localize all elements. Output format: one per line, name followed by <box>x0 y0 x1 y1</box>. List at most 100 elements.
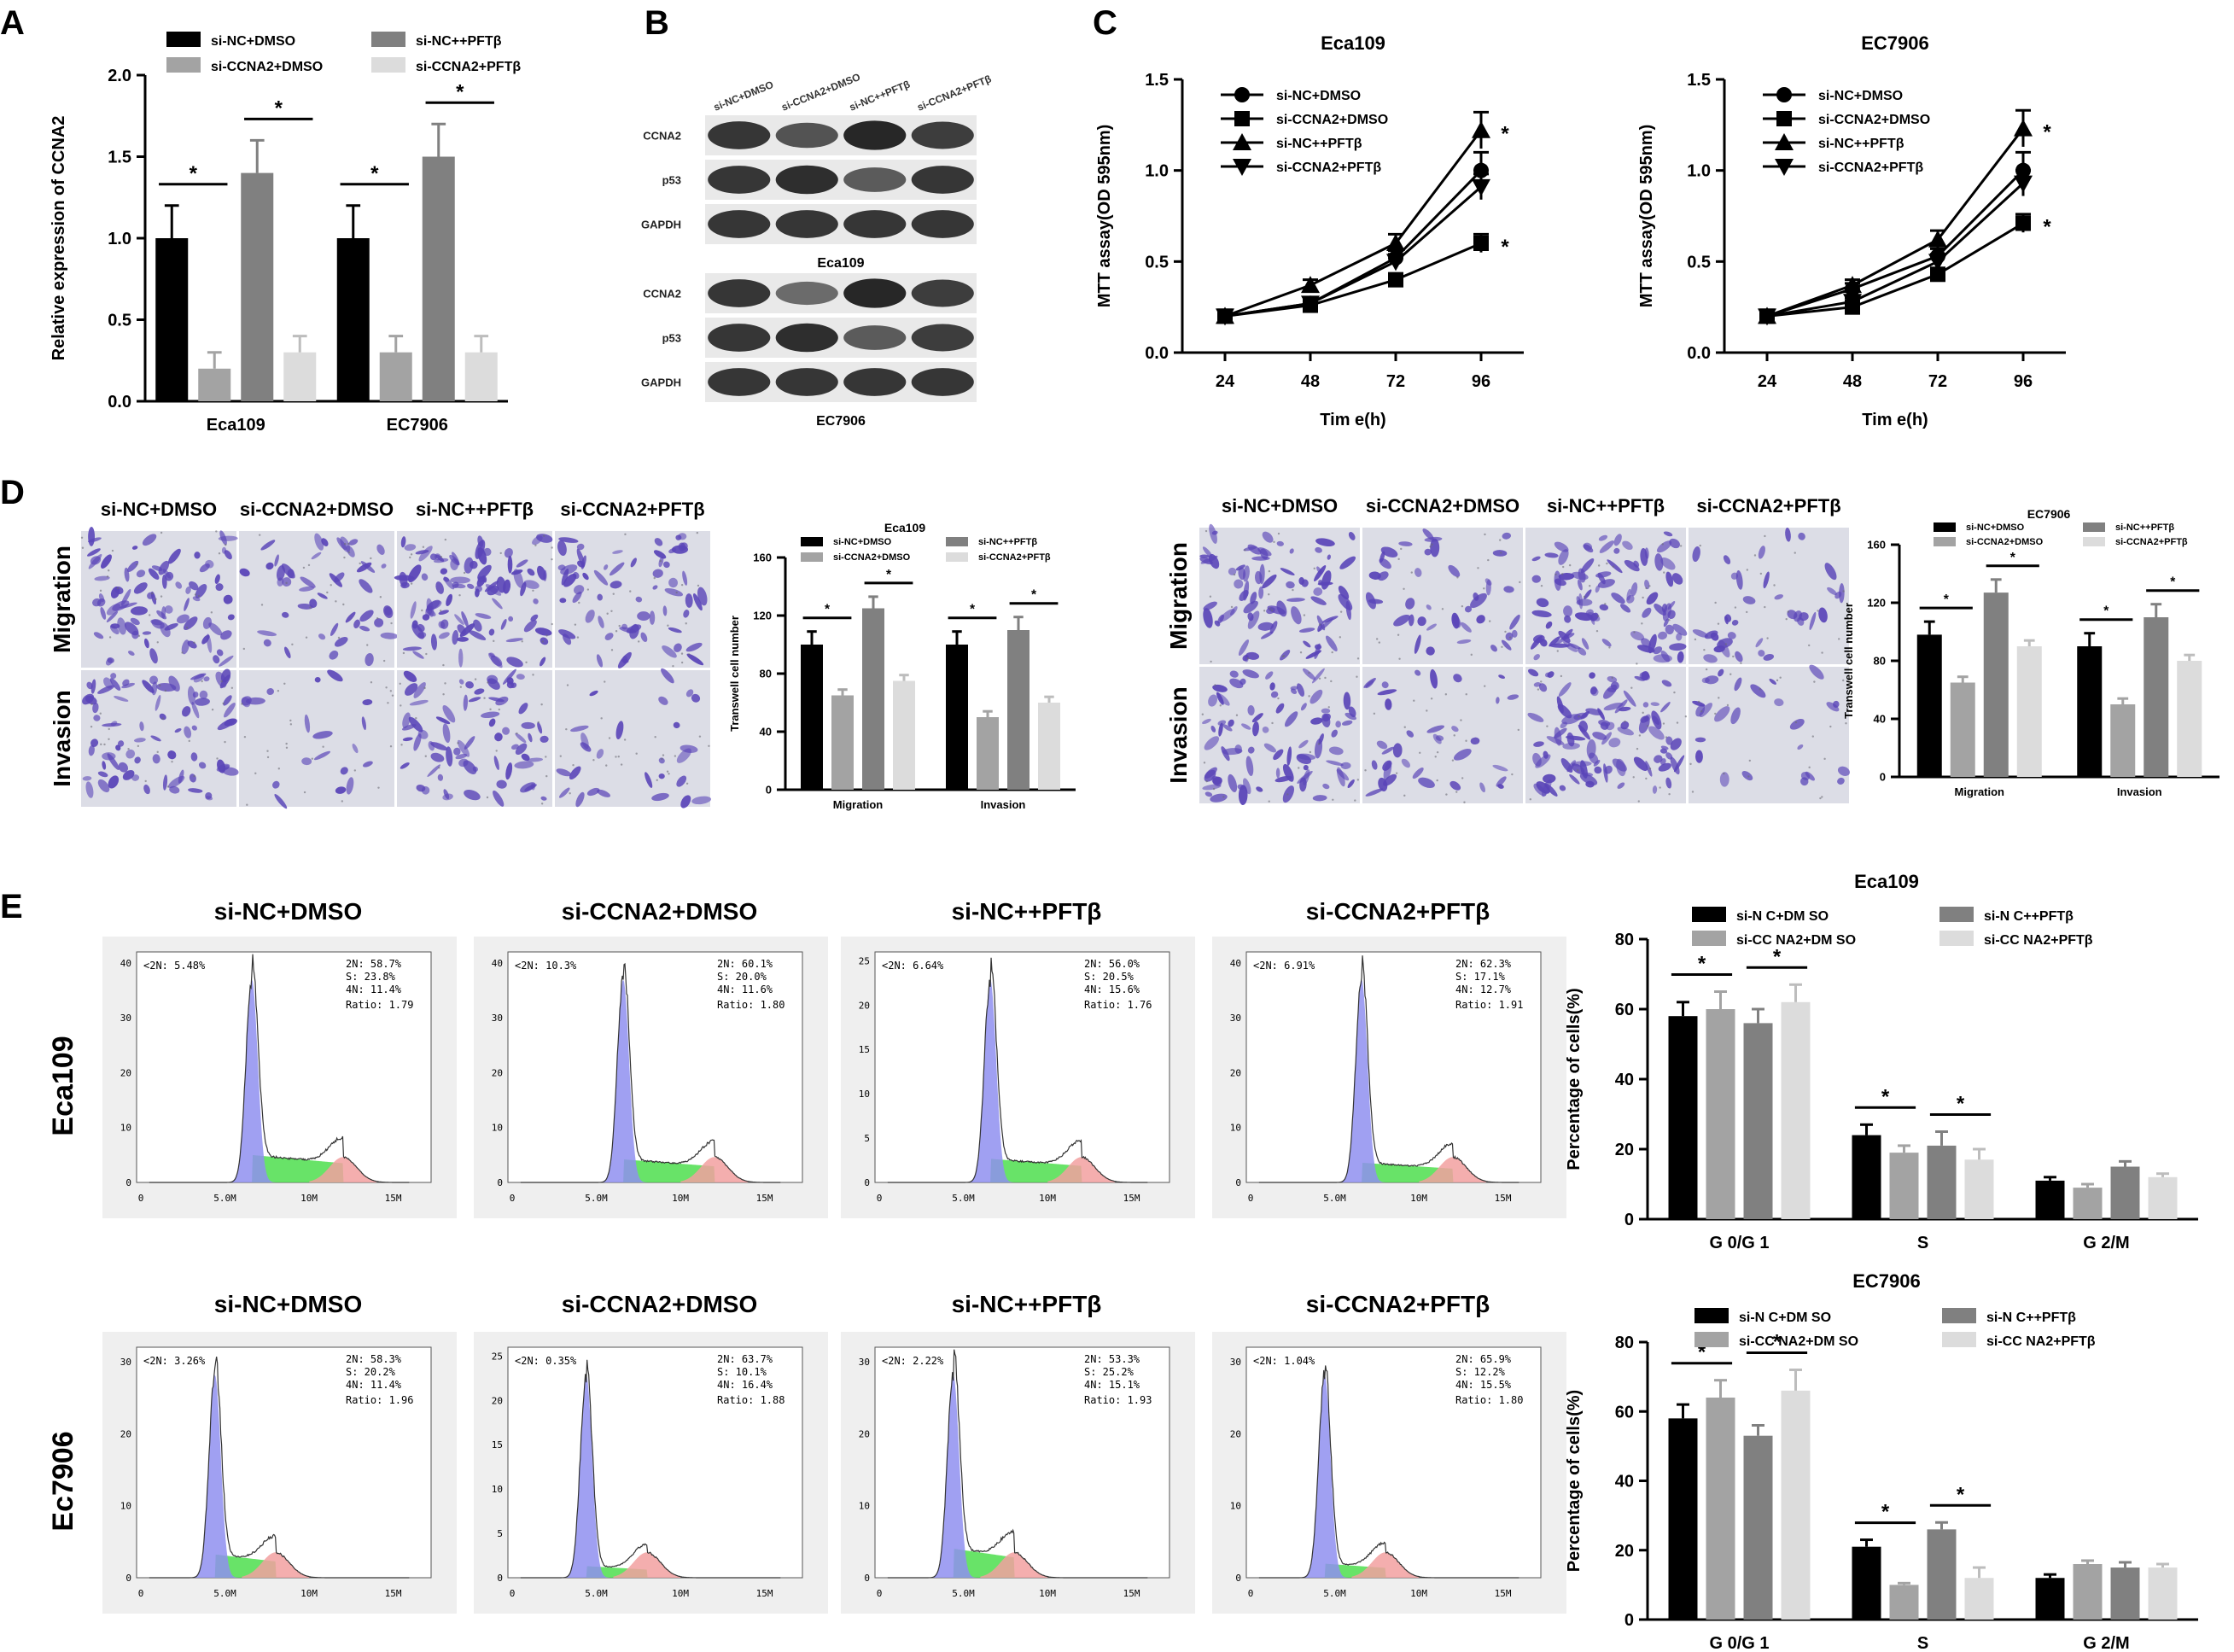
g2m-peak <box>309 1157 377 1182</box>
flow-plot-area <box>507 1346 803 1579</box>
pore-dot <box>1673 691 1676 694</box>
y-tick-label: 80 <box>1874 655 1886 668</box>
bar-1-2 <box>2073 1564 2103 1620</box>
stained-cell <box>1554 727 1562 746</box>
pore-dot <box>322 745 324 748</box>
legend-swatch <box>166 57 201 73</box>
pore-dot <box>1504 630 1507 633</box>
y-axis-label: MTT assay(OD 595nm) <box>1095 125 1114 308</box>
stained-cell <box>1470 737 1480 745</box>
legend-swatch <box>1694 1308 1729 1323</box>
stained-cell <box>596 749 604 759</box>
band <box>911 210 974 238</box>
stained-cell <box>597 593 604 601</box>
stained-cell <box>1826 702 1840 712</box>
stained-cell <box>117 740 125 747</box>
stained-cell <box>94 575 110 581</box>
pore-dot <box>1529 798 1532 801</box>
x-tick-label: EC7906 <box>387 416 448 435</box>
stained-cell <box>88 527 96 546</box>
pore-dot <box>1747 775 1750 778</box>
pore-dot <box>672 665 674 668</box>
stained-cell <box>335 786 347 794</box>
pore-dot <box>624 533 627 536</box>
flow-y-tick: 10 <box>1230 1501 1241 1512</box>
pore-dot <box>1817 610 1819 612</box>
bar-2-2 <box>2110 1567 2140 1620</box>
stained-cell <box>1243 778 1251 795</box>
stained-cell <box>1789 719 1805 730</box>
pore-dot <box>370 557 372 560</box>
pore-dot <box>326 591 329 594</box>
pore-dot <box>1426 709 1428 712</box>
stained-cell <box>1549 643 1570 648</box>
legend-marker <box>1776 111 1792 126</box>
significance-star: * <box>1698 953 1706 976</box>
pore-dot <box>1456 576 1459 579</box>
pore-dot <box>675 591 678 594</box>
y-tick-label: 0 <box>1624 1611 1634 1630</box>
stained-cell <box>464 789 481 801</box>
pore-dot <box>661 757 663 761</box>
y-tick-label: 0 <box>1880 771 1886 784</box>
flow-y-tick: 10 <box>492 1484 503 1495</box>
stained-cell <box>1634 675 1645 681</box>
pore-dot <box>578 601 580 604</box>
pore-dot <box>1511 773 1514 776</box>
stained-cell <box>1286 746 1292 766</box>
stained-cell <box>1730 707 1741 725</box>
pore-dot <box>424 755 427 757</box>
pore-dot <box>161 717 165 720</box>
stat-2n: 2N: 60.1% <box>717 958 773 970</box>
pore-dot <box>1734 606 1737 609</box>
stained-cell <box>194 552 201 559</box>
lane-label: si-NC+DMSO <box>712 79 775 114</box>
pore-dot <box>216 757 219 760</box>
stained-cell <box>1247 544 1262 555</box>
stained-cell <box>596 654 604 668</box>
pore-dot <box>1638 734 1642 737</box>
stained-cell <box>487 674 499 685</box>
pore-dot <box>1648 585 1651 587</box>
stained-cell <box>415 550 429 555</box>
stained-cell <box>495 696 509 706</box>
stained-cell <box>1617 782 1625 789</box>
band <box>775 210 838 238</box>
stained-cell <box>133 582 148 594</box>
stained-cell <box>1543 773 1556 784</box>
pore-dot <box>222 702 225 705</box>
stained-cell <box>630 557 637 568</box>
pore-dot <box>1400 547 1403 551</box>
stat-4n: 4N: 15.6% <box>1084 984 1140 995</box>
stained-cell <box>1563 605 1573 617</box>
flow-x-tick: 0 <box>138 1193 144 1204</box>
bar-1-1 <box>977 717 999 790</box>
stained-cell <box>683 610 690 618</box>
legend-swatch <box>801 552 823 562</box>
pore-dot <box>493 639 495 643</box>
flow-y-tick: 0 <box>125 1573 131 1584</box>
legend-label: si-CCNA2+DMSO <box>1966 537 2044 547</box>
stained-cell <box>1654 553 1664 571</box>
micrographs-ec7906: si-NC+DMSO si-CCNA2+DMSO si-NC++PFTβ si-CCN… <box>1165 495 1850 806</box>
pore-dot <box>1364 769 1367 772</box>
chart-title: Eca109 <box>1321 32 1385 54</box>
stained-cell <box>87 548 101 557</box>
pore-dot <box>635 752 638 755</box>
stained-cell <box>1610 681 1619 691</box>
g2m-peak <box>680 1157 749 1182</box>
pore-dot <box>1837 638 1840 640</box>
stained-cell <box>1452 615 1461 628</box>
pore-dot <box>225 544 227 546</box>
stained-cell <box>480 711 500 719</box>
pore-dot <box>1413 699 1415 702</box>
stained-cell <box>1218 722 1223 737</box>
legend-label: si-NC+DMSO <box>833 537 892 547</box>
pore-dot <box>654 735 656 738</box>
pore-dot <box>1641 622 1643 625</box>
stained-cell <box>318 633 326 640</box>
pore-dot <box>1694 638 1697 641</box>
stained-cell <box>165 571 174 581</box>
flow-y-tick: 0 <box>497 1177 503 1188</box>
pore-dot <box>246 803 248 806</box>
